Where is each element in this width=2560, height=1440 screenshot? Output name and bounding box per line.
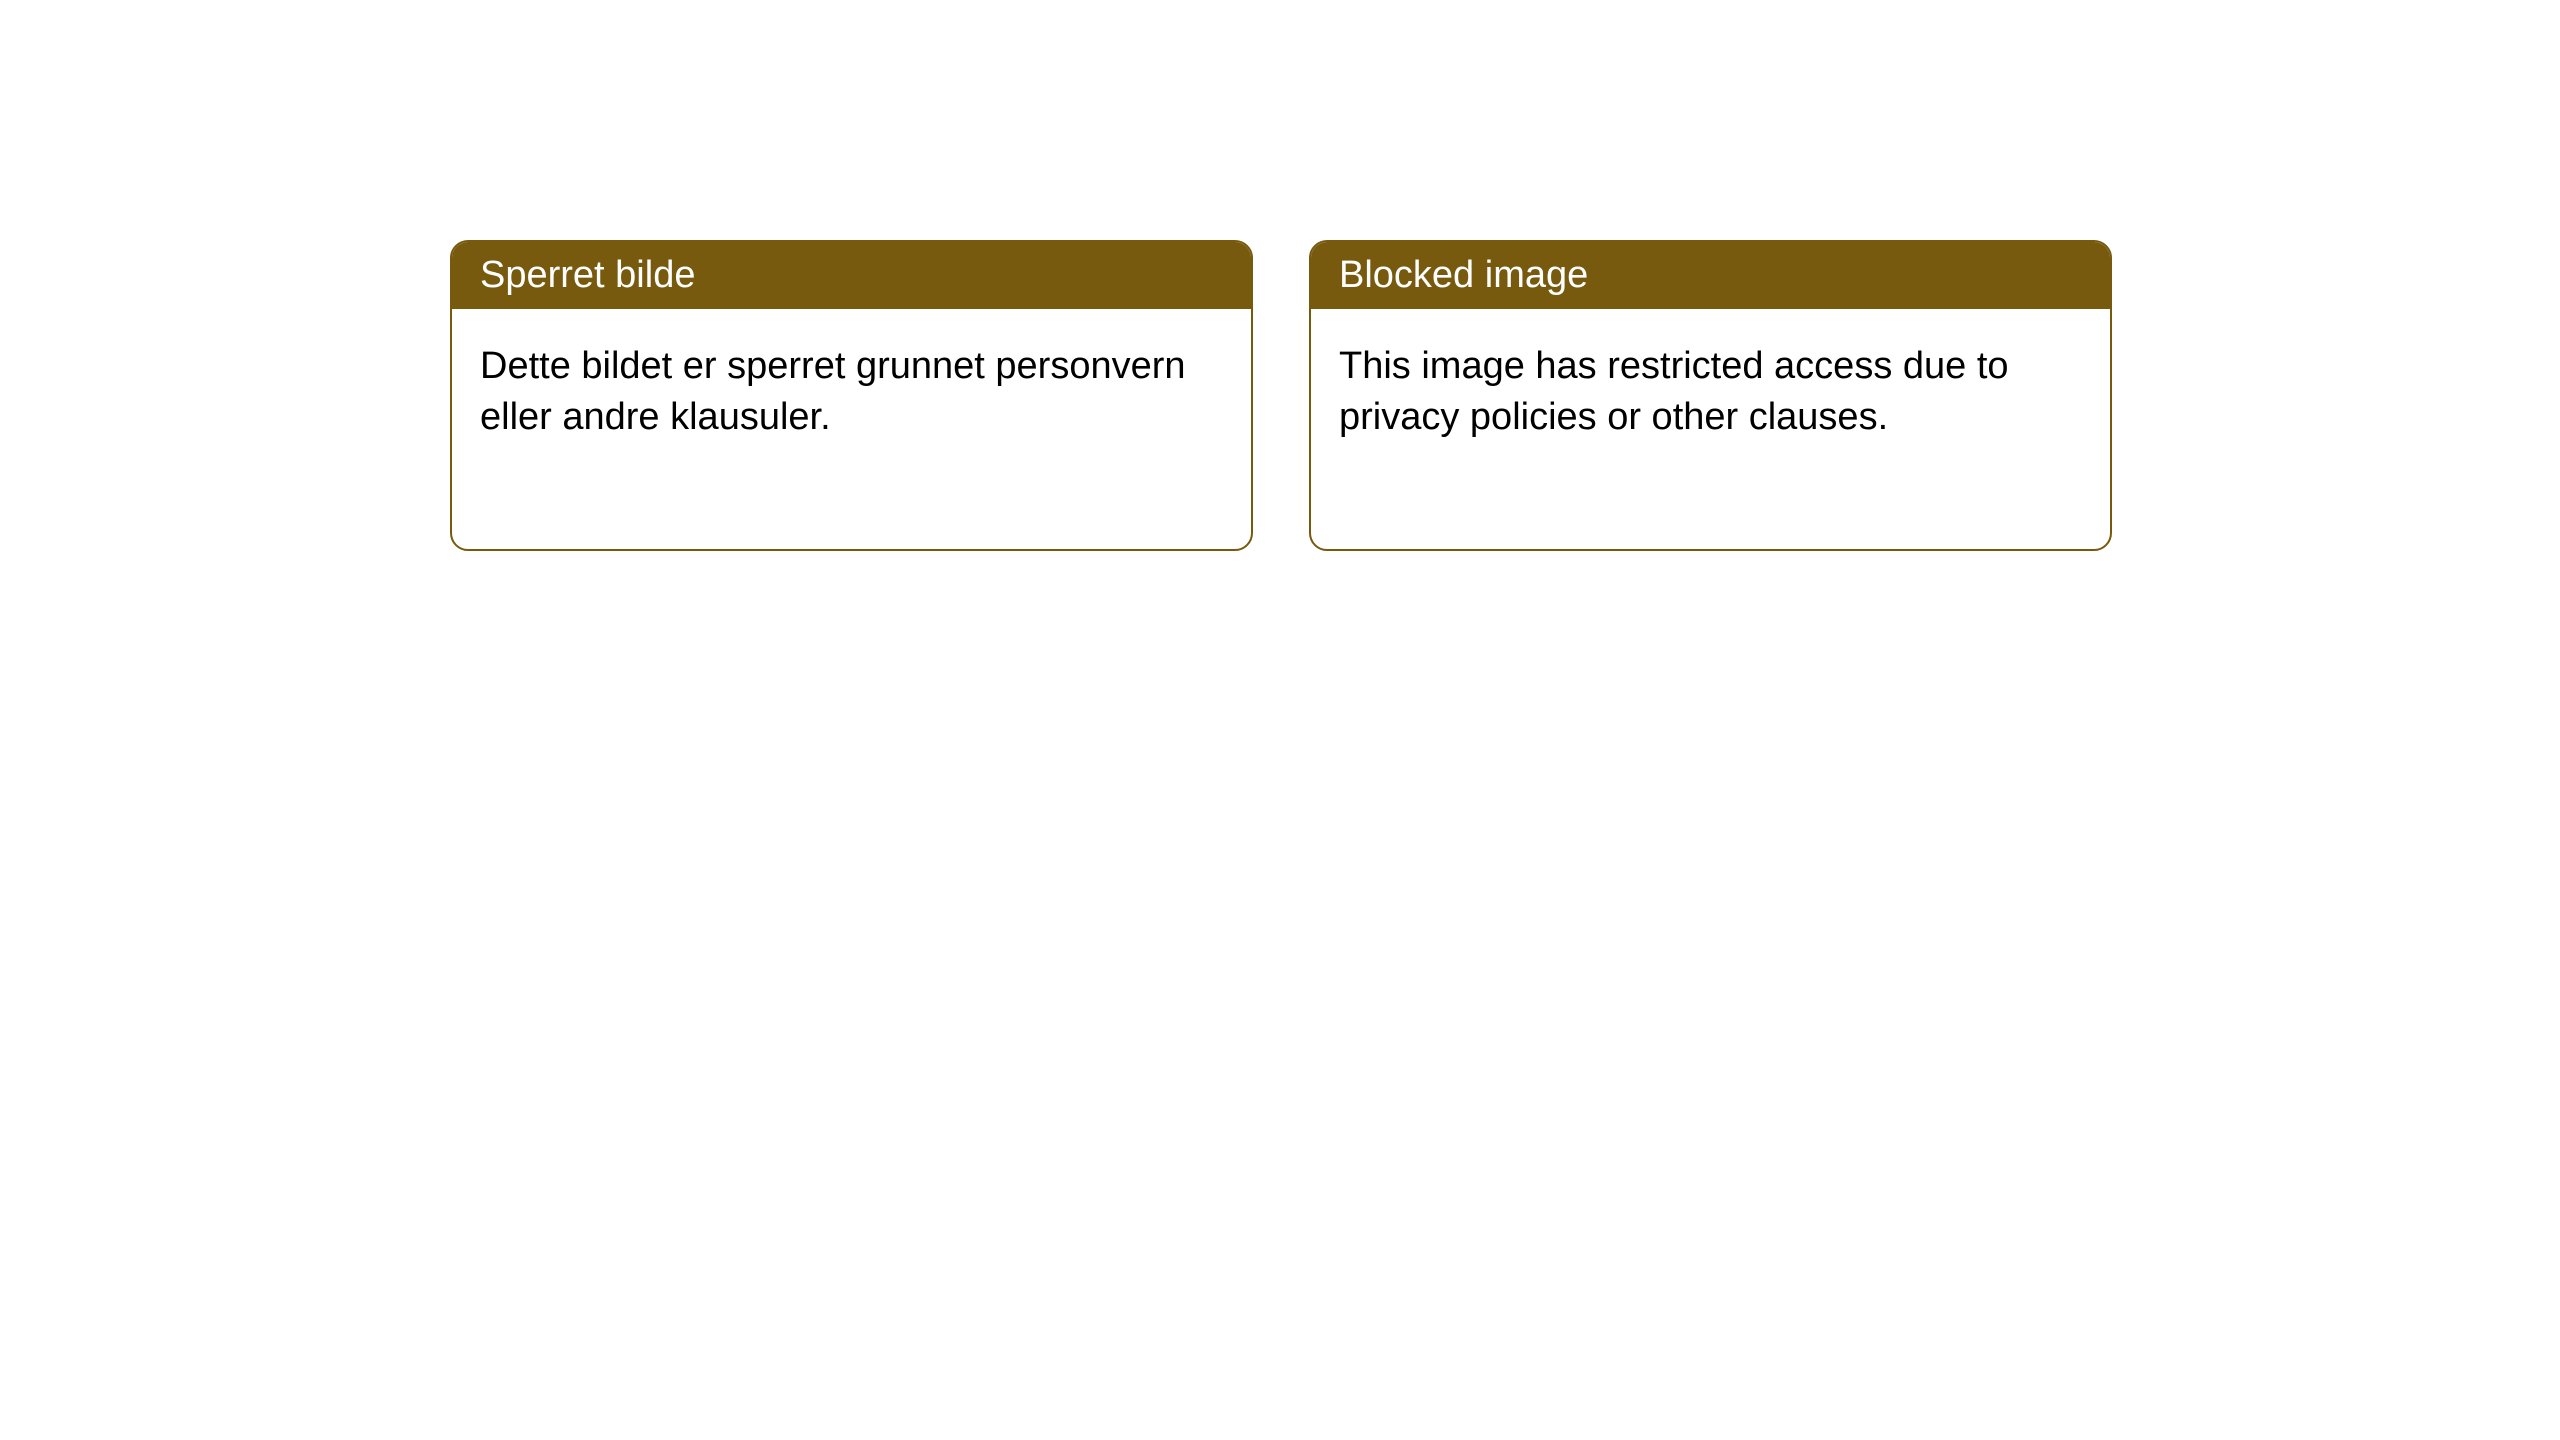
notice-body: This image has restricted access due to … (1311, 309, 2110, 549)
notice-card-english: Blocked image This image has restricted … (1309, 240, 2112, 551)
notice-header: Blocked image (1311, 242, 2110, 309)
notice-card-norwegian: Sperret bilde Dette bildet er sperret gr… (450, 240, 1253, 551)
notice-body: Dette bildet er sperret grunnet personve… (452, 309, 1251, 549)
notice-header: Sperret bilde (452, 242, 1251, 309)
notice-container: Sperret bilde Dette bildet er sperret gr… (450, 240, 2112, 551)
